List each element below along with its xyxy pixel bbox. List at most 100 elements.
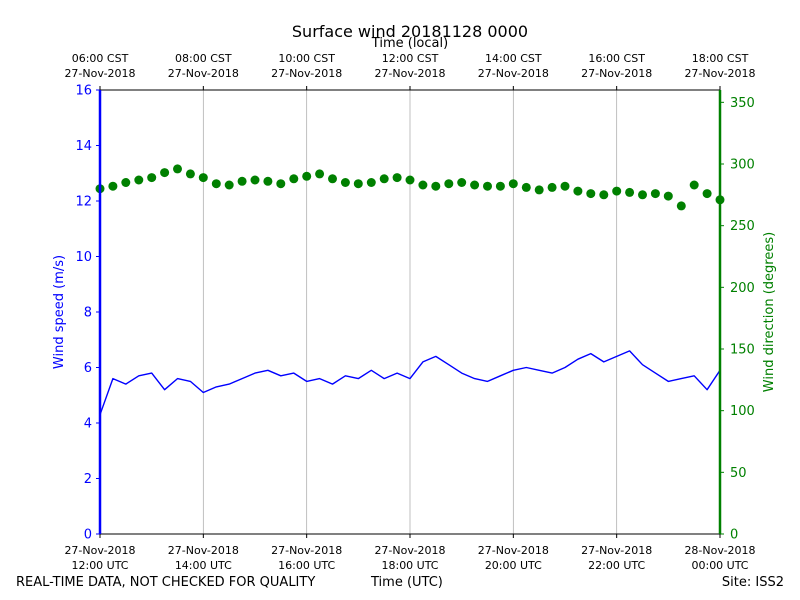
wind-direction-point	[431, 181, 441, 191]
left-axis-label: Wind speed (m/s)	[52, 255, 67, 369]
wind-direction-point	[160, 168, 170, 178]
bottom-tick-date: 27-Nov-2018	[64, 544, 135, 557]
right-tick-label: 0	[730, 528, 738, 543]
wind-direction-point	[224, 180, 234, 190]
wind-direction-point	[586, 189, 596, 199]
wind-direction-point	[250, 175, 260, 185]
wind-direction-point	[483, 181, 492, 191]
left-tick-label: 16	[75, 84, 92, 99]
top-tick-date: 27-Nov-2018	[64, 67, 135, 80]
bottom-tick-date: 27-Nov-2018	[478, 544, 549, 557]
left-tick-label: 4	[84, 417, 92, 432]
wind-direction-point	[185, 169, 195, 179]
wind-direction-point	[147, 173, 157, 183]
wind-direction-point	[276, 179, 286, 189]
wind-direction-point	[676, 201, 686, 211]
top-tick-time: 06:00 CST	[72, 52, 129, 65]
wind-direction-point	[560, 181, 570, 191]
bottom-tick-time: 14:00 UTC	[175, 559, 232, 572]
wind-direction-point	[121, 178, 131, 187]
wind-direction-point	[198, 173, 208, 183]
top-tick-date: 27-Nov-2018	[478, 67, 549, 80]
bottom-tick-time: 16:00 UTC	[278, 559, 335, 572]
wind-direction-point	[444, 179, 454, 189]
right-axis-label: Wind direction (degrees)	[762, 232, 777, 392]
bottom-tick-time: 18:00 UTC	[381, 559, 438, 572]
quality-disclaimer: REAL-TIME DATA, NOT CHECKED FOR QUALITY	[16, 575, 316, 590]
right-tick-label: 150	[730, 343, 755, 358]
wind-direction-point	[211, 179, 221, 189]
wind-direction-point	[328, 174, 337, 184]
top-tick-time: 08:00 CST	[175, 52, 232, 65]
wind-direction-point	[663, 191, 673, 201]
wind-direction-point	[457, 178, 467, 187]
left-tick-label: 0	[84, 528, 92, 543]
bottom-tick-time: 20:00 UTC	[485, 559, 542, 572]
x-axis-label: Time (UTC)	[371, 575, 443, 590]
chart-title: Surface wind 20181128 0000	[292, 22, 528, 41]
wind-direction-point	[134, 175, 144, 185]
wind-direction-point	[573, 186, 583, 196]
wind-direction-point	[534, 185, 544, 195]
wind-direction-point	[470, 180, 480, 190]
right-tick-label: 300	[730, 158, 755, 173]
top-tick-date: 27-Nov-2018	[684, 67, 755, 80]
left-tick-label: 8	[84, 306, 92, 321]
top-tick-time: 16:00 CST	[588, 52, 645, 65]
bottom-tick-date: 27-Nov-2018	[374, 544, 445, 557]
top-tick-time: 14:00 CST	[485, 52, 542, 65]
wind-direction-point	[612, 186, 622, 196]
wind-direction-point	[599, 190, 609, 200]
wind-direction-point	[495, 181, 505, 191]
wind-direction-point	[418, 180, 428, 190]
wind-speed-line	[99, 350, 721, 415]
top-tick-date: 27-Nov-2018	[581, 67, 652, 80]
wind-direction-point	[650, 189, 660, 199]
top-axis-label: Time (local)	[371, 36, 448, 51]
left-tick-label: 12	[75, 195, 92, 210]
top-tick-time: 18:00 CST	[692, 52, 749, 65]
wind-direction-point	[340, 178, 350, 187]
wind-direction-point	[508, 179, 518, 189]
bottom-tick-time: 12:00 UTC	[71, 559, 128, 572]
bottom-tick-date: 27-Nov-2018	[581, 544, 652, 557]
top-tick-time: 10:00 CST	[278, 52, 335, 65]
left-tick-label: 6	[84, 361, 92, 376]
right-tick-label: 100	[730, 404, 755, 419]
wind-direction-point	[353, 179, 363, 189]
wind-direction-point	[263, 176, 273, 186]
bottom-tick-date: 27-Nov-2018	[168, 544, 239, 557]
wind-direction-point	[625, 187, 635, 197]
wind-direction-point	[405, 175, 415, 185]
wind-direction-point	[302, 171, 312, 181]
wind-direction-point	[379, 174, 389, 184]
right-tick-label: 200	[730, 281, 755, 296]
left-tick-label: 10	[75, 250, 92, 265]
top-tick-date: 27-Nov-2018	[271, 67, 342, 80]
wind-direction-point	[315, 169, 325, 179]
wind-direction-point	[521, 182, 531, 192]
left-tick-label: 14	[75, 139, 92, 154]
bottom-tick-time: 22:00 UTC	[588, 559, 645, 572]
wind-direction-point	[547, 182, 557, 192]
wind-direction-point	[173, 164, 182, 174]
wind-direction-point	[108, 181, 118, 191]
wind-direction-point	[638, 190, 647, 200]
wind-direction-point	[392, 173, 402, 183]
wind-direction-point	[689, 180, 699, 190]
top-tick-time: 12:00 CST	[382, 52, 439, 65]
top-tick-date: 27-Nov-2018	[168, 67, 239, 80]
right-tick-label: 250	[730, 219, 755, 234]
site-label: Site: ISS2	[721, 575, 784, 590]
top-tick-date: 27-Nov-2018	[374, 67, 445, 80]
left-tick-label: 2	[84, 472, 92, 487]
wind-direction-point	[702, 189, 712, 199]
right-tick-label: 50	[730, 466, 747, 481]
wind-direction-point	[366, 178, 376, 187]
right-tick-label: 350	[730, 96, 755, 111]
bottom-tick-date: 28-Nov-2018	[684, 544, 755, 557]
bottom-tick-date: 27-Nov-2018	[271, 544, 342, 557]
wind-direction-point	[237, 176, 247, 186]
wind-direction-point	[289, 174, 299, 184]
